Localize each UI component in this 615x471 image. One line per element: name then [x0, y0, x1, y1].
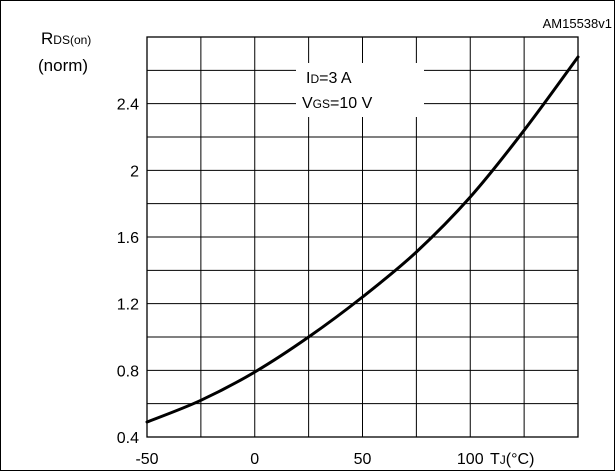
y-tick-label: 2.4 — [117, 97, 139, 114]
y-tick-labels: 0.4 0.8 1.2 1.6 2 2.4 — [117, 97, 139, 447]
y-axis-label-main: RDS(on) — [41, 29, 91, 48]
annotation-1-value: =3 A — [319, 70, 352, 87]
y-tick-label: 1.2 — [117, 297, 139, 314]
x-tick-labels: -50 0 50 100 — [135, 451, 483, 468]
reference-code: AM15538v1 — [543, 16, 612, 31]
x-tick-label: 50 — [354, 451, 372, 468]
annotation-line-2: VGS=10 V — [302, 95, 373, 112]
curve-layer — [145, 55, 580, 424]
y-axis-label-subscript: DS(on) — [53, 33, 91, 47]
x-tick-label: 100 — [457, 451, 484, 468]
rds-on-curve — [145, 55, 580, 424]
x-tick-label: 0 — [250, 451, 259, 468]
y-tick-label: 0.4 — [117, 430, 139, 447]
y-axis-label-unit: (norm) — [38, 56, 88, 75]
annotation-2-subscript: GS — [313, 97, 330, 111]
x-axis-label-subscript: J — [500, 453, 506, 467]
annotation-1-subscript: D — [310, 72, 319, 86]
x-axis-label: TJ(°C) — [490, 451, 534, 468]
y-tick-label: 1.6 — [117, 230, 139, 247]
x-tick-label: -50 — [135, 451, 158, 468]
annotation-line-1: ID=3 A — [306, 70, 352, 87]
plot-frame — [146, 36, 579, 438]
y-tick-label: 0.8 — [117, 363, 139, 380]
annotation-background — [296, 63, 424, 117]
y-tick-label: 2 — [130, 163, 139, 180]
grid-layer — [147, 37, 578, 437]
annotation-2-value: =10 V — [330, 95, 373, 112]
x-axis-label-unit: (°C) — [506, 451, 535, 468]
